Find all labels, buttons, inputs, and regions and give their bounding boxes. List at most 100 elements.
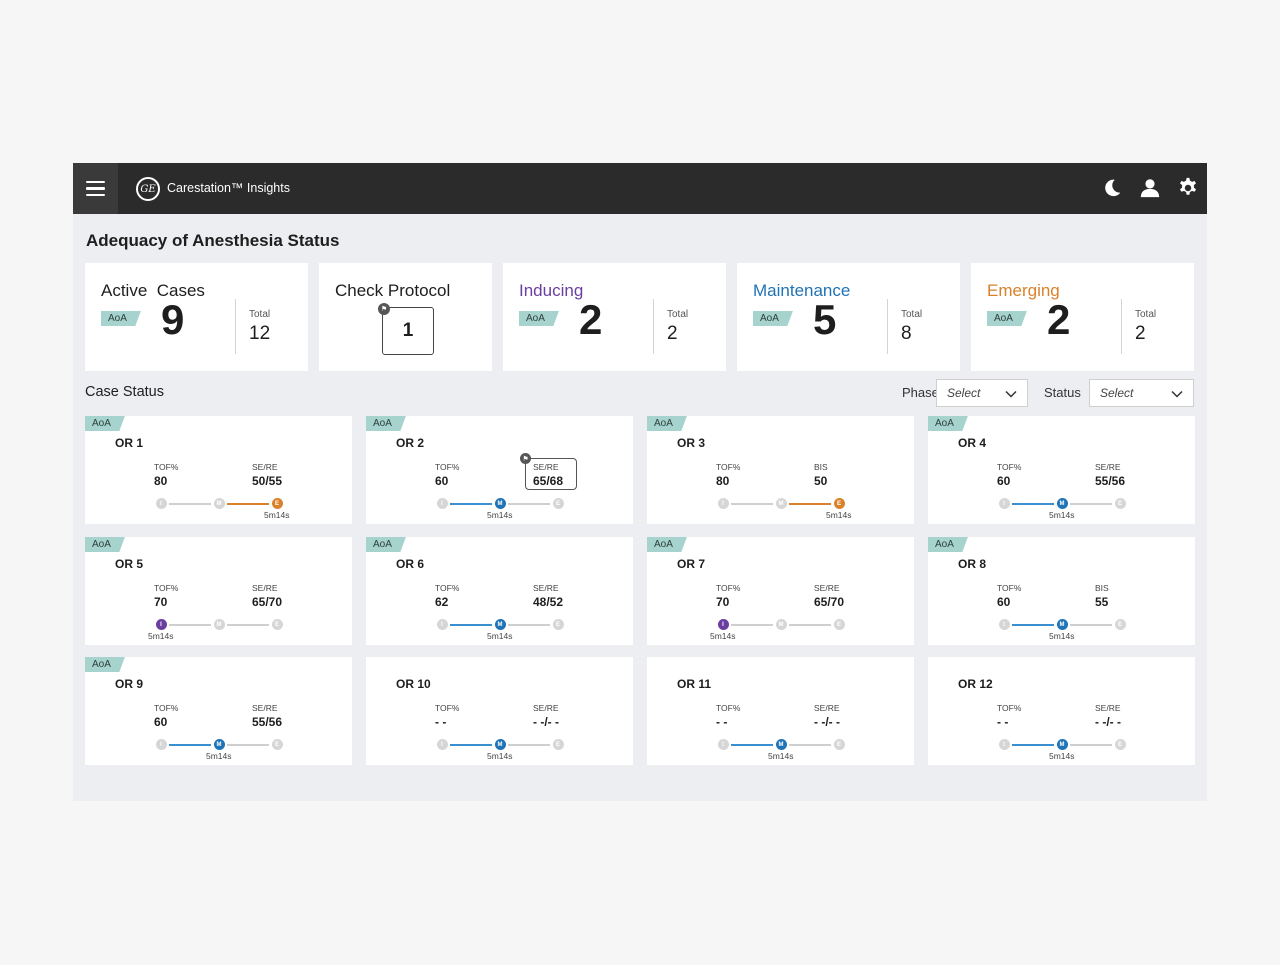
card-title: Active Cases [101, 281, 205, 300]
check-protocol-highlight[interactable] [525, 458, 577, 490]
divider [235, 299, 236, 354]
aoa-tag: AoA [928, 416, 968, 431]
metric-value: 65/68 [533, 474, 564, 488]
phase-m-dot: M [213, 498, 225, 509]
metric-value: - -/- - [533, 715, 559, 729]
aoa-tag: AoA [366, 537, 406, 552]
total-label: Total [249, 309, 271, 320]
phase-track [227, 503, 269, 505]
case-card[interactable]: OR 10 TOF% - - SE/RE - -/- - I M E 5m14s [366, 657, 633, 765]
phase-m-dot: M [494, 498, 506, 509]
metric-value: 60 [435, 474, 449, 488]
metric-label: TOF% [997, 462, 1022, 472]
menu-icon [86, 193, 105, 197]
emerging-card[interactable]: Emerging AoA 2 Total 2 [971, 263, 1194, 371]
phase-m-dot: M [775, 619, 787, 630]
active-cases-card[interactable]: Active Cases AoA 9 Total 12 [85, 263, 308, 371]
phase-m-dot: M [213, 739, 225, 750]
or-name: OR 5 [115, 557, 144, 571]
phase-i-dot: I [998, 739, 1010, 750]
phase-duration: 5m14s [148, 631, 174, 641]
aoa-tag: AoA [101, 311, 141, 326]
top-bar: GE Carestation™ Insights [73, 163, 1207, 214]
metric-label: TOF% [435, 462, 460, 472]
phase-duration: 5m14s [264, 510, 290, 520]
case-card[interactable]: AoA OR 1 TOF% 80 SE/RE 50/55 I M E 5m14s [85, 416, 352, 524]
phase-duration: 5m14s [487, 751, 513, 761]
phase-duration: 5m14s [1049, 751, 1075, 761]
metric-value: 60 [154, 715, 168, 729]
or-name: OR 3 [677, 436, 706, 450]
phase-i-dot: I [717, 498, 729, 509]
user-icon[interactable] [1139, 177, 1161, 199]
phase-track [1070, 744, 1112, 746]
aoa-tag: AoA [85, 537, 125, 552]
phase-e-dot: E [1114, 619, 1126, 630]
aoa-tag: AoA [85, 416, 125, 431]
metric-label: TOF% [435, 583, 460, 593]
aoa-tag: AoA [647, 416, 687, 431]
case-status-heading: Case Status [85, 384, 164, 400]
metric-value: 55/56 [1095, 474, 1126, 488]
divider [887, 299, 888, 354]
metric-value: 80 [154, 474, 168, 488]
phase-duration: 5m14s [487, 510, 513, 520]
or-name: OR 9 [115, 677, 144, 691]
phase-e-dot: E [552, 498, 564, 509]
protocol-count-box[interactable]: 1 [382, 307, 434, 355]
menu-button[interactable] [73, 163, 118, 214]
aoa-tag: AoA [519, 311, 559, 326]
phase-filter-value: Select [947, 386, 981, 400]
phase-i-dot: I [155, 739, 167, 750]
case-card[interactable]: AoA OR 8 TOF% 60 BIS 55 I M E 5m14s [928, 537, 1195, 645]
maintenance-card[interactable]: Maintenance AoA 5 Total 8 [737, 263, 960, 371]
metric-label: SE/RE [533, 583, 559, 593]
phase-track [1012, 503, 1054, 505]
phase-i-dot: I [717, 739, 729, 750]
phase-duration: 5m14s [710, 631, 736, 641]
case-card[interactable]: AoA OR 4 TOF% 60 SE/RE 55/56 I M E 5m14s [928, 416, 1195, 524]
metric-value: 80 [716, 474, 730, 488]
moon-icon[interactable] [1101, 177, 1123, 199]
phase-duration: 5m14s [206, 751, 232, 761]
metric-value: - - [435, 715, 447, 729]
or-name: OR 11 [677, 677, 712, 691]
active-count: 9 [161, 296, 185, 343]
menu-icon [86, 180, 105, 184]
metric-value: 50 [814, 474, 828, 488]
case-card[interactable]: AoA OR 6 TOF% 62 SE/RE 48/52 I M E 5m14s [366, 537, 633, 645]
inducing-card[interactable]: Inducing AoA 2 Total 2 [503, 263, 726, 371]
case-card[interactable]: OR 11 TOF% - - SE/RE - -/- - I M E 5m14s [647, 657, 914, 765]
metric-value: - -/- - [1095, 715, 1121, 729]
case-card[interactable]: OR 12 TOF% - - SE/RE - -/- - I M E 5m14s [928, 657, 1195, 765]
case-card[interactable]: AoA OR 7 TOF% 70 SE/RE 65/70 I M E 5m14s [647, 537, 914, 645]
phase-track [1012, 624, 1054, 626]
phase-duration: 5m14s [826, 510, 852, 520]
ge-logo: GE [136, 177, 160, 201]
or-name: OR 1 [115, 436, 144, 450]
aoa-tag: AoA [366, 416, 406, 431]
aoa-tag: AoA [85, 657, 125, 672]
chevron-down-icon [1171, 390, 1183, 398]
metric-label: TOF% [716, 703, 741, 713]
check-protocol-card[interactable]: Check Protocol 1 ⚑ [319, 263, 492, 371]
or-name: OR 4 [958, 436, 987, 450]
total-label: Total [667, 309, 689, 320]
status-filter-select[interactable]: Select [1089, 379, 1194, 407]
phase-track [1070, 503, 1112, 505]
aoa-tag: AoA [987, 311, 1027, 326]
phase-i-dot: I [155, 498, 167, 509]
metric-value: - -/- - [814, 715, 840, 729]
protocol-count: 1 [402, 320, 414, 341]
metric-label: BIS [814, 462, 828, 472]
phase-m-dot: M [494, 739, 506, 750]
case-card[interactable]: AoA OR 9 TOF% 60 SE/RE 55/56 I M E 5m14s [85, 657, 352, 765]
case-card[interactable]: AoA OR 3 TOF% 80 BIS 50 I M E 5m14s [647, 416, 914, 524]
gear-icon[interactable] [1177, 177, 1199, 199]
metric-label: SE/RE [252, 703, 278, 713]
phase-filter-select[interactable]: Select [936, 379, 1028, 407]
phase-track [169, 744, 211, 746]
total-value: 2 [667, 323, 678, 344]
case-card[interactable]: AoA OR 2 TOF% 60 ⚑ SE/RE 65/68 I M E 5m14s [366, 416, 633, 524]
case-card[interactable]: AoA OR 5 TOF% 70 SE/RE 65/70 I M E 5m14s [85, 537, 352, 645]
